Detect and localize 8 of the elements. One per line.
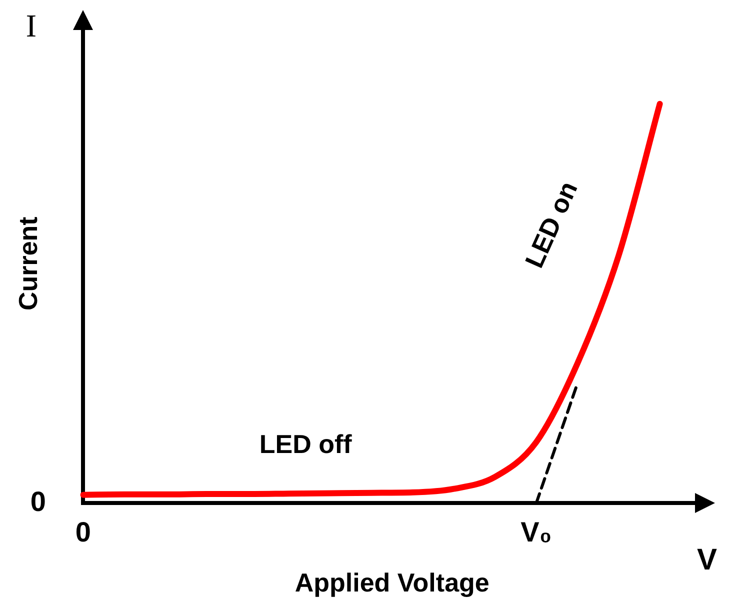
text: 0 (30, 486, 46, 517)
x-axis-title: Applied Voltage (294, 568, 490, 598)
annotation: LED on (518, 176, 584, 272)
y-axis-title: Current (12, 216, 43, 311)
text: I (26, 7, 37, 44)
x-tick-label: V₀ (520, 516, 552, 548)
text: V (696, 543, 718, 576)
annotation: LED off (259, 428, 352, 459)
